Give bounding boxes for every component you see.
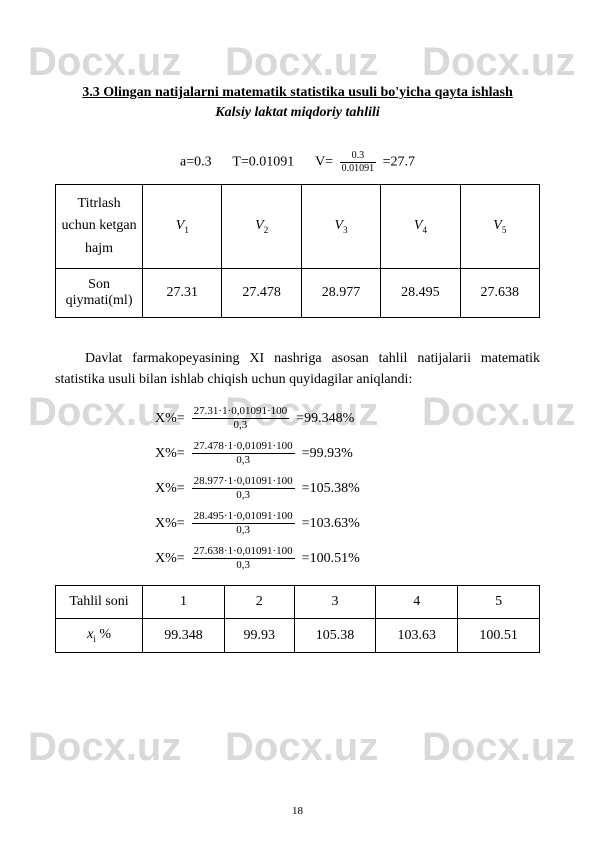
watermark: Docx.uz [225, 725, 378, 770]
calc-line: X%= 28.977·1·0,01091·100 0,3 =105.38% [155, 476, 540, 501]
eq-v-prefix: V= [315, 155, 333, 170]
var-symbol: V [335, 218, 344, 233]
var-sub: 4 [422, 225, 427, 235]
calc-fraction: 28.977·1·0,01091·100 0,3 [192, 476, 295, 501]
table-row: Tahlil soni 1 2 3 4 5 [56, 586, 540, 619]
table-cell: 99.348 [143, 619, 225, 653]
calc-lhs: X%= [155, 411, 185, 427]
calc-numerator: 27.478·1·0,01091·100 [192, 441, 295, 454]
calc-fraction: 27.638·1·0,01091·100 0,3 [192, 546, 295, 571]
table-row: Titrlash uchun ketgan hajm V1 V2 V3 V4 V… [56, 185, 540, 269]
table-header-v2: V2 [222, 185, 301, 269]
equation-line: a=0.3 T=0.01091 V= 0.3 0.01091 =27.7 [55, 151, 540, 174]
table-header-v3: V3 [301, 185, 380, 269]
calc-line: X%= 28.495·1·0,01091·100 0,3 =103.63% [155, 511, 540, 536]
titration-table: Titrlash uchun ketgan hajm V1 V2 V3 V4 V… [55, 184, 540, 318]
calc-fraction: 28.495·1·0,01091·100 0,3 [192, 511, 295, 536]
calculations: X%= 27.31·1·0,01091·100 0,3 =99.348% X%=… [155, 406, 540, 571]
watermark: Docx.uz [422, 725, 575, 770]
calc-numerator: 27.638·1·0,01091·100 [192, 546, 295, 559]
calc-line: X%= 27.478·1·0,01091·100 0,3 =99.93% [155, 441, 540, 466]
table-cell: 27.638 [460, 269, 539, 318]
page-number: 18 [0, 805, 595, 817]
paragraph: Davlat farmakopeyasining XI nashriga aso… [55, 348, 540, 390]
table-header-cell: 3 [294, 586, 376, 619]
table-header-cell: Tahlil soni [56, 586, 143, 619]
var-sub: 3 [343, 225, 348, 235]
calc-numerator: 27.31·1·0,01091·100 [192, 406, 290, 419]
table-header-cell: 5 [458, 586, 540, 619]
var-sub: 2 [264, 225, 269, 235]
calc-result: =99.348% [296, 411, 354, 427]
table-cell: 100.51 [458, 619, 540, 653]
calc-lhs: X%= [155, 481, 185, 497]
watermark: Docx.uz [422, 40, 575, 85]
calc-lhs: X%= [155, 446, 185, 462]
calc-line: X%= 27.638·1·0,01091·100 0,3 =100.51% [155, 546, 540, 571]
eq-fraction: 0.3 0.01091 [340, 151, 377, 174]
calc-lhs: X%= [155, 516, 185, 532]
var-symbol: V [493, 218, 502, 233]
var-sub: 1 [184, 225, 189, 235]
table-header-v1: V1 [143, 185, 222, 269]
calc-result: =99.93% [302, 446, 353, 462]
table-row: Son qiymati(ml) 27.31 27.478 28.977 28.4… [56, 269, 540, 318]
table-cell: 105.38 [294, 619, 376, 653]
calc-denominator: 0,3 [192, 419, 290, 431]
calc-denominator: 0,3 [192, 489, 295, 501]
calc-denominator: 0,3 [192, 559, 295, 571]
eq-t: T=0.01091 [232, 155, 294, 170]
table-header-cell: 4 [376, 586, 458, 619]
calc-denominator: 0,3 [192, 524, 295, 536]
row-label: Son qiymati(ml) [56, 269, 143, 318]
calc-line: X%= 27.31·1·0,01091·100 0,3 =99.348% [155, 406, 540, 431]
watermark: Docx.uz [28, 725, 181, 770]
table-header-v4: V4 [381, 185, 460, 269]
var-symbol: V [255, 218, 264, 233]
table-header-cell: 1 [143, 586, 225, 619]
table-cell: 103.63 [376, 619, 458, 653]
calc-denominator: 0,3 [192, 454, 295, 466]
calc-fraction: 27.478·1·0,01091·100 0,3 [192, 441, 295, 466]
results-table: Tahlil soni 1 2 3 4 5 xi % 99.348 99.93 … [55, 585, 540, 653]
eq-v-result: =27.7 [383, 155, 415, 170]
calc-lhs: X%= [155, 551, 185, 567]
page-content: 3.3 Olingan natijalarni matematik statis… [55, 85, 540, 653]
table-cell: 99.93 [224, 619, 294, 653]
section-title: 3.3 Olingan natijalarni matematik statis… [55, 85, 540, 101]
table-cell: 27.31 [143, 269, 222, 318]
table-cell: 28.495 [381, 269, 460, 318]
watermark: Docx.uz [28, 40, 181, 85]
calc-numerator: 28.495·1·0,01091·100 [192, 511, 295, 524]
table-header-v5: V5 [460, 185, 539, 269]
eq-numerator: 0.3 [340, 151, 377, 163]
var-sub: 5 [502, 225, 507, 235]
eq-a: a=0.3 [180, 155, 212, 170]
table-header-cell: 2 [224, 586, 294, 619]
table-row: xi % 99.348 99.93 105.38 103.63 100.51 [56, 619, 540, 653]
watermark: Docx.uz [225, 40, 378, 85]
eq-denominator: 0.01091 [340, 163, 377, 174]
calc-result: =103.63% [302, 516, 360, 532]
section-subtitle: Kalsiy laktat miqdoriy tahlili [55, 105, 540, 121]
calc-result: =100.51% [302, 551, 360, 567]
table-cell: 28.977 [301, 269, 380, 318]
percent-label: % [96, 627, 111, 642]
calc-fraction: 27.31·1·0,01091·100 0,3 [192, 406, 290, 431]
calc-numerator: 28.977·1·0,01091·100 [192, 476, 295, 489]
row-label: xi % [56, 619, 143, 653]
table-cell: 27.478 [222, 269, 301, 318]
calc-result: =105.38% [302, 481, 360, 497]
table-header-label: Titrlash uchun ketgan hajm [56, 185, 143, 269]
